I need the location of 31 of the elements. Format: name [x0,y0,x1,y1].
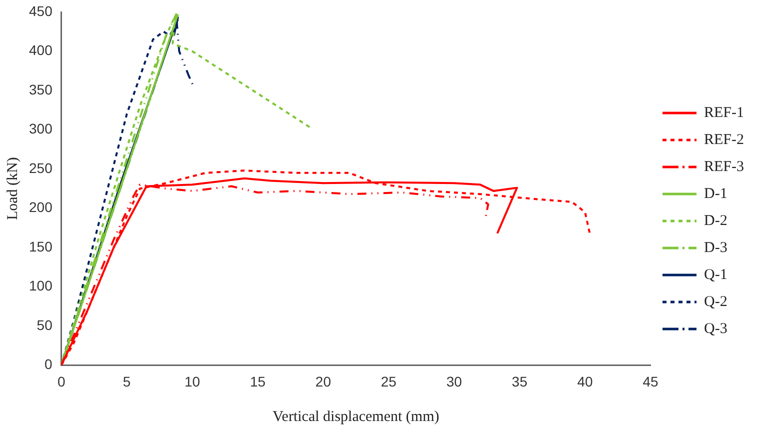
x-tick-label: 20 [315,373,332,390]
legend-label: D-3 [704,240,728,256]
y-tick-label: 100 [29,278,53,294]
x-tick-label: 25 [380,373,397,390]
x-tick-label: 15 [250,373,266,390]
y-tick-label: 450 [29,2,53,19]
y-tick-label: 200 [29,199,53,216]
x-tick-label: 5 [122,373,131,390]
legend-label: Q-3 [704,320,728,337]
legend-label: D-2 [704,212,728,229]
y-tick-label: 0 [44,356,53,372]
legend-label: Q-2 [704,294,728,310]
x-tick-label: 45 [642,373,658,390]
y-tick-label: 250 [29,160,53,176]
x-tick-label: 10 [184,373,200,390]
y-tick-label: 400 [29,42,53,58]
x-tick-label: 0 [57,373,66,390]
legend-label: REF-1 [704,104,744,121]
y-axis-title: Load (kN) [4,157,21,220]
y-tick-label: 50 [36,316,53,333]
legend-label: REF-2 [704,132,744,148]
x-tick-label: 35 [512,373,528,390]
x-axis-title: Vertical displacement (mm) [272,408,440,425]
x-tick-label: 30 [446,373,462,390]
legend-label: REF-3 [704,158,744,175]
x-tick-label: 40 [577,373,594,390]
y-tick-label: 150 [29,238,53,254]
y-tick-label: 300 [29,120,53,137]
legend-label: D-1 [704,186,728,202]
legend-label: Q-1 [704,266,728,283]
y-tick-label: 350 [29,81,53,98]
